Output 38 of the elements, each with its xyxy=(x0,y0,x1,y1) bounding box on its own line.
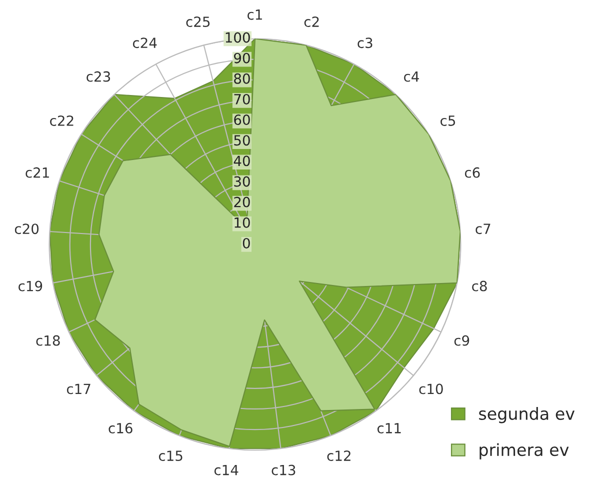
y-tick-label: 0 xyxy=(242,238,250,248)
spoke-label: c25 xyxy=(186,16,210,28)
spoke-label: c22 xyxy=(50,115,74,126)
y-tick-label: 20 xyxy=(234,196,250,208)
spoke-label: c4 xyxy=(404,71,419,82)
spoke-label: c9 xyxy=(454,335,470,346)
y-tick-label: 10 xyxy=(234,217,250,228)
spoke-label: c20 xyxy=(14,224,39,234)
y-tick-label: 30 xyxy=(234,176,250,187)
y-tick-label: 80 xyxy=(234,73,250,84)
spoke-label: c7 xyxy=(476,224,490,234)
legend-label: segunda ev xyxy=(479,407,575,424)
y-tick-label: 90 xyxy=(234,52,250,64)
spoke-label: c17 xyxy=(66,384,90,394)
spoke-label: c3 xyxy=(358,38,372,48)
spoke-label: c11 xyxy=(377,423,401,434)
spoke-label: c14 xyxy=(214,464,238,476)
spoke-label: c13 xyxy=(272,464,296,476)
y-tick-label: 50 xyxy=(234,135,250,146)
spoke-label: c18 xyxy=(36,335,60,346)
spoke-label: c15 xyxy=(158,450,182,462)
spoke-label: c5 xyxy=(440,116,456,126)
spoke-label: c21 xyxy=(26,167,49,178)
spoke-label: c16 xyxy=(108,422,132,434)
spoke-label: c19 xyxy=(18,280,42,292)
spoke-label: c1 xyxy=(248,10,262,20)
spoke-label: c23 xyxy=(86,71,110,82)
y-tick-label: 60 xyxy=(234,114,250,126)
y-tick-label: 40 xyxy=(234,156,250,166)
spoke-label: c8 xyxy=(472,280,487,292)
spoke-label: c2 xyxy=(304,16,319,28)
spoke-label: c6 xyxy=(464,167,480,178)
y-tick-label: 70 xyxy=(234,94,250,104)
spoke-label: c24 xyxy=(132,38,157,48)
spoke-label: c12 xyxy=(327,450,350,462)
legend-label: primera ev xyxy=(480,443,569,460)
spoke-label: c10 xyxy=(419,384,443,394)
y-tick-label: 100 xyxy=(226,32,250,43)
